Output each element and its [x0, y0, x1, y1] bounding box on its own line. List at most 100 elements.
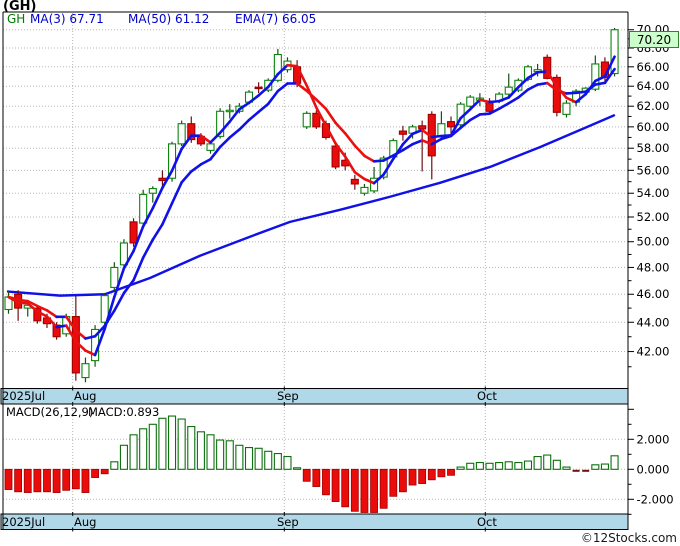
- macd-bar-negative: [4, 468, 13, 490]
- ema7-line: [295, 82, 309, 93]
- macd-bar-positive: [283, 455, 292, 470]
- macd-bar-negative: [302, 468, 311, 482]
- candle-up: [610, 29, 619, 75]
- ma3-line: [411, 128, 424, 136]
- macd-bar-negative: [399, 468, 407, 493]
- ma3-line: [238, 101, 251, 111]
- macd-bar-negative: [437, 468, 446, 478]
- ma3-line: [276, 63, 289, 76]
- price-axis-label: 54.00: [637, 186, 670, 200]
- macd-bar-negative: [341, 468, 350, 508]
- ema7-line: [64, 315, 78, 332]
- ma3-line: [26, 302, 39, 313]
- ema7-line: [93, 324, 106, 338]
- ema7-line: [603, 67, 616, 85]
- ma3-line: [132, 225, 145, 253]
- current-price-marker: 70.20: [629, 31, 679, 48]
- candle-down: [187, 123, 196, 141]
- ma3-line: [45, 315, 58, 329]
- macd-bar-positive: [533, 455, 542, 470]
- ma3-line: [315, 106, 328, 128]
- ema7-line: [468, 113, 482, 122]
- ma3-line: [141, 206, 155, 228]
- macd-bar-negative: [100, 468, 109, 475]
- macd-bar-positive: [273, 452, 282, 470]
- macd-bar-positive: [206, 434, 215, 470]
- candle-up: [81, 363, 90, 379]
- macd-param-label: MACD(26,12,9): [6, 405, 93, 419]
- legend-symbol: GH: [7, 12, 25, 26]
- macd-bar-positive: [495, 461, 504, 470]
- macd-bar-negative: [81, 468, 90, 493]
- ema7-line: [26, 299, 39, 308]
- ma3-line: [55, 324, 68, 329]
- ema7-line: [113, 291, 126, 313]
- month-label: Sep: [277, 389, 299, 403]
- price-axis-label: 60.00: [637, 120, 670, 134]
- candle-up: [216, 110, 225, 137]
- month-label: 2025Jul: [2, 515, 45, 529]
- price-axis-label: 50.00: [637, 235, 670, 249]
- price-axis-label: 58.00: [637, 141, 670, 155]
- macd-bar-negative: [62, 468, 71, 491]
- month-label: Oct: [477, 515, 497, 529]
- month-label: Aug: [74, 515, 96, 529]
- ma3-line: [324, 124, 337, 145]
- macd-bar-positive: [119, 444, 128, 470]
- ma3-line: [151, 186, 164, 210]
- macd-bar-positive: [264, 450, 273, 470]
- ema7-line: [257, 102, 270, 114]
- candle-down: [158, 177, 167, 182]
- price-axis-label: 42.00: [637, 345, 670, 359]
- ma3-line: [295, 64, 309, 87]
- ema7-line: [199, 157, 212, 166]
- ma3-line: [391, 142, 405, 161]
- macd-bar-positive: [110, 461, 119, 470]
- price-axis-label: 64.00: [637, 79, 670, 93]
- candle-up: [437, 123, 446, 137]
- macd-value-label: MACD:0.893: [88, 405, 159, 419]
- ema7-line: [372, 159, 385, 163]
- ma3-line: [372, 173, 385, 185]
- macd-bar-positive: [514, 461, 523, 470]
- candle-down: [129, 221, 138, 244]
- ema7-line: [401, 142, 414, 152]
- ema7-line: [161, 201, 174, 226]
- macd-bar-negative: [350, 468, 359, 512]
- macd-bar-positive: [167, 415, 177, 470]
- ma3-line: [545, 70, 559, 88]
- ema7-line: [189, 163, 203, 173]
- macd-bar-negative: [408, 468, 417, 486]
- candle-up: [466, 96, 475, 107]
- ema7-line: [209, 145, 222, 161]
- macd-bar-negative: [43, 468, 51, 493]
- macd-dash: [582, 469, 590, 472]
- candle-down: [418, 125, 427, 130]
- ma3-line: [594, 75, 607, 83]
- macd-bar-positive: [456, 466, 465, 470]
- candle-down: [398, 130, 407, 135]
- candle-up: [110, 266, 119, 288]
- candle-up: [148, 188, 157, 194]
- macd-bar-positive: [591, 464, 600, 470]
- ema7-line: [334, 121, 347, 135]
- macd-bar-negative: [14, 468, 23, 493]
- ema7-line: [141, 238, 155, 259]
- candle-down: [331, 145, 340, 168]
- ma3-line: [440, 134, 453, 138]
- ma3-line: [122, 249, 135, 270]
- macd-bar-negative: [23, 468, 32, 493]
- candle-up: [273, 53, 282, 81]
- macd-bar-negative: [370, 468, 378, 513]
- macd-bar-negative: [33, 468, 42, 493]
- copyright: ©12Stocks.com: [581, 531, 677, 545]
- current-price-box: [629, 31, 679, 48]
- macd-bar-negative: [91, 468, 99, 478]
- macd-bar-positive: [475, 461, 484, 470]
- macd-axis-label: 0.000: [637, 462, 670, 476]
- macd-bar-positive: [543, 454, 552, 470]
- chart-title: (GH): [3, 0, 36, 14]
- ema7-line: [180, 170, 193, 184]
- candle-up: [504, 86, 513, 95]
- macd-bar-positive: [466, 462, 475, 470]
